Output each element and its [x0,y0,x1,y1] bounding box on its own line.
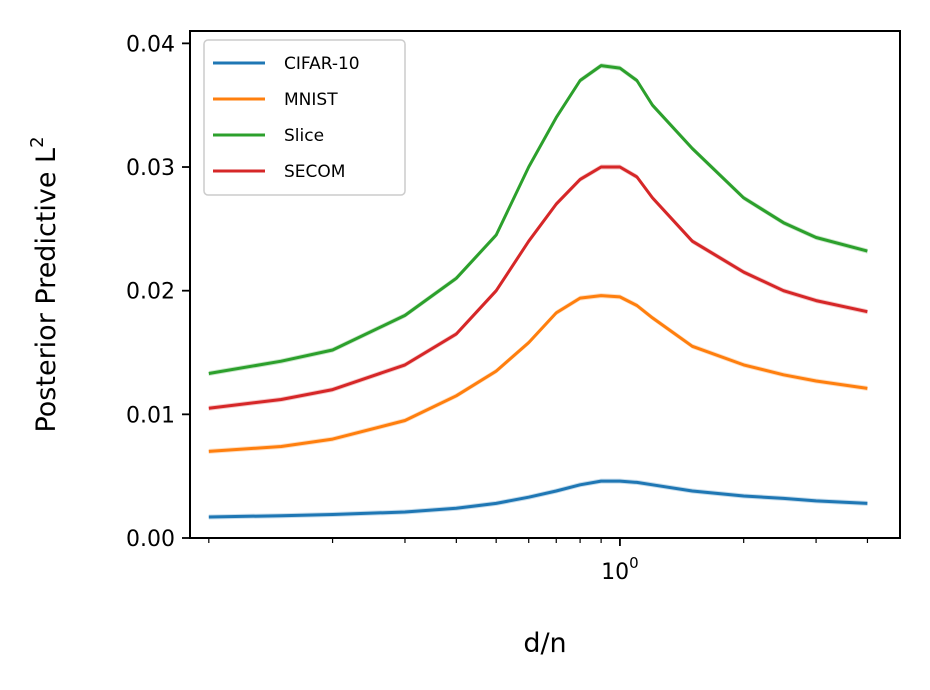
series-line [208,64,868,375]
x-tick-label-base: 10 [601,560,629,585]
y-tick-label: 0.03 [126,156,175,181]
y-axis-title-superscript: 2 [27,136,48,147]
y-tick-label: 0.04 [126,32,175,57]
x-tick-label: 100 [601,554,639,585]
legend-label: MNIST [284,90,338,110]
legend-label: SECOM [284,162,345,182]
series-band [208,478,868,520]
series-band [208,164,868,411]
x-axis-title: d/n [523,628,566,659]
plot-frame [189,30,901,539]
x-tick-label-exponent: 0 [629,554,639,572]
y-axis-title: Posterior Predictive L2 [27,136,62,432]
y-axis-title-main: Posterior Predictive L [31,148,62,433]
legend-label: Slice [284,126,324,146]
y-tick-label: 0.02 [126,280,175,305]
series-line [208,294,868,453]
ticks-layer: 0.00 0.01 0.02 0.03 0.04 100 [126,32,869,585]
legend-box [203,39,406,196]
series-line [208,479,868,519]
legend-label: CIFAR-10 [284,54,360,74]
series-layer [208,63,868,520]
series-band [208,293,868,454]
y-tick-label: 0.01 [126,403,175,428]
y-tick-label: 0.00 [126,527,175,552]
legend: CIFAR-10 MNIST Slice SECOM [203,39,406,196]
series-line [208,165,868,410]
